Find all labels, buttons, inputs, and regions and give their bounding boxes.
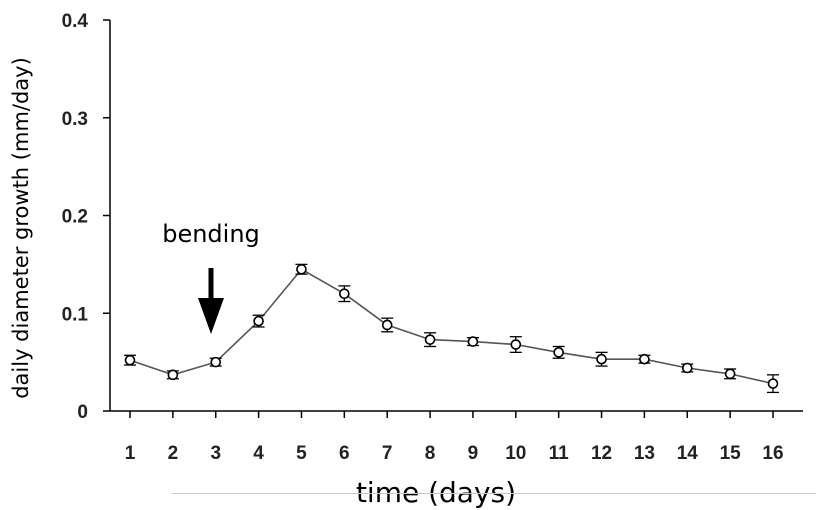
x-tick-label: 5 [296, 443, 307, 464]
data-point [253, 315, 264, 327]
data-point [596, 353, 607, 365]
y-tick-label: 0.1 [62, 304, 89, 325]
x-tick-label: 1 [125, 443, 136, 464]
x-tick-label: 9 [468, 443, 479, 464]
x-tick-label: 8 [425, 443, 436, 464]
y-ticks: 0 0.1 0.2 0.3 0.4 [62, 11, 110, 423]
data-point [210, 356, 222, 368]
data-point [381, 319, 393, 331]
x-tick-label: 16 [762, 443, 783, 464]
data-point [339, 288, 350, 300]
y-tick-label: 0 [77, 402, 88, 423]
annotation-layer: bending [162, 220, 260, 334]
data-point [167, 369, 179, 381]
annotation-label: bending [162, 220, 260, 248]
data-point [553, 347, 564, 358]
y-tick-label: 0.4 [62, 11, 89, 32]
series-layer [124, 263, 779, 394]
bottom-divider [172, 493, 816, 494]
x-tick-label: 12 [591, 443, 612, 464]
data-point [681, 362, 693, 374]
y-tick-label: 0.2 [62, 207, 88, 228]
annotation-arrow-head [198, 298, 224, 334]
x-tick-label: 14 [677, 443, 699, 464]
x-tick-label: 2 [168, 443, 179, 464]
data-point [124, 354, 136, 366]
x-axis-title: time (days) [356, 476, 516, 509]
series-line [129, 268, 774, 385]
x-tick-label: 7 [382, 443, 393, 464]
x-tick-label: 15 [720, 443, 742, 464]
y-tick-label: 0.3 [62, 109, 88, 130]
data-point [424, 334, 436, 345]
x-tick-label: 10 [505, 443, 526, 464]
x-ticks: 1 2 3 4 5 6 7 8 9 10 11 12 13 14 15 16 [125, 411, 784, 464]
x-tick-label: 13 [634, 443, 655, 464]
x-tick-label: 3 [210, 443, 221, 464]
x-tick-label: 6 [339, 443, 350, 464]
axes [109, 20, 803, 412]
data-point [296, 263, 307, 275]
y-axis-title: daily diameter growth (mm/day) [9, 57, 33, 399]
data-point [467, 336, 479, 347]
data-point [724, 368, 736, 380]
data-point [510, 339, 522, 350]
data-point [767, 378, 779, 389]
x-tick-label: 4 [253, 443, 264, 464]
data-point [639, 353, 650, 365]
x-tick-label: 11 [549, 443, 570, 464]
